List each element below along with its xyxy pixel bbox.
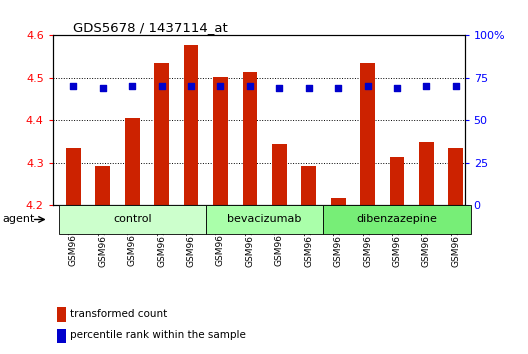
Point (305, 85, 313, 91)
Point (246, 84, 254, 89)
Bar (331, 198, 345, 205)
Bar (272, 144, 287, 205)
Point (451, 84, 460, 89)
FancyBboxPatch shape (324, 205, 470, 234)
Text: control: control (113, 215, 152, 224)
Bar (242, 72, 257, 205)
Bar (66, 148, 81, 205)
Bar (96, 166, 110, 205)
Point (187, 84, 195, 89)
Bar (419, 142, 433, 205)
Bar (301, 166, 316, 205)
Point (99, 85, 107, 91)
FancyBboxPatch shape (206, 205, 324, 234)
Bar (184, 45, 199, 205)
Text: bevacizumab: bevacizumab (228, 215, 302, 224)
Point (216, 84, 225, 89)
Text: dibenzazepine: dibenzazepine (356, 215, 437, 224)
Text: transformed count: transformed count (70, 309, 167, 319)
Point (275, 85, 284, 91)
Point (334, 85, 342, 91)
Text: GDS5678 / 1437114_at: GDS5678 / 1437114_at (73, 21, 228, 34)
Bar (213, 76, 228, 205)
Point (157, 84, 166, 89)
Point (422, 84, 431, 89)
Point (128, 84, 136, 89)
Text: agent: agent (3, 215, 35, 224)
FancyBboxPatch shape (59, 205, 206, 234)
Bar (57, 307, 66, 321)
Bar (360, 63, 375, 205)
Point (69, 84, 78, 89)
Bar (57, 329, 66, 343)
Bar (125, 118, 139, 205)
Bar (390, 157, 404, 205)
Point (363, 84, 372, 89)
Point (393, 85, 401, 91)
Bar (448, 148, 463, 205)
Bar (154, 63, 169, 205)
Text: percentile rank within the sample: percentile rank within the sample (70, 330, 246, 341)
